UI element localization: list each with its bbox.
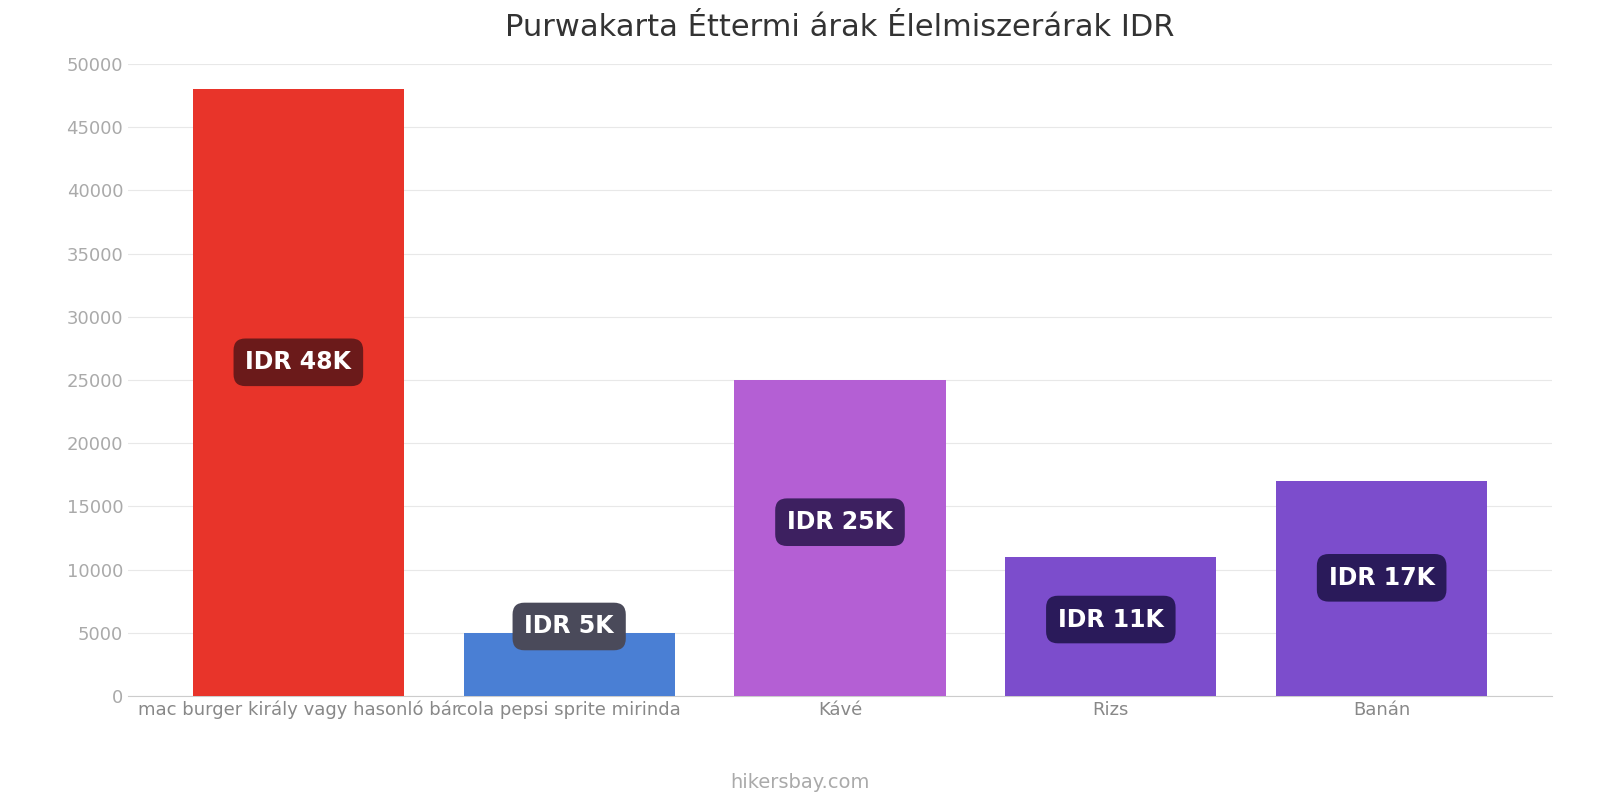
Bar	[1005, 557, 1216, 696]
Text: IDR 11K: IDR 11K	[1058, 607, 1163, 631]
Bar	[1277, 481, 1488, 696]
Bar	[192, 90, 403, 696]
Text: IDR 25K: IDR 25K	[787, 510, 893, 534]
Bar	[734, 380, 946, 696]
Bar	[464, 633, 675, 696]
Text: IDR 17K: IDR 17K	[1328, 566, 1435, 590]
Text: IDR 5K: IDR 5K	[525, 614, 614, 638]
Text: hikersbay.com: hikersbay.com	[730, 773, 870, 792]
Text: IDR 48K: IDR 48K	[245, 350, 352, 374]
Title: Purwakarta Éttermi árak Élelmiszerárak IDR: Purwakarta Éttermi árak Élelmiszerárak I…	[506, 14, 1174, 42]
